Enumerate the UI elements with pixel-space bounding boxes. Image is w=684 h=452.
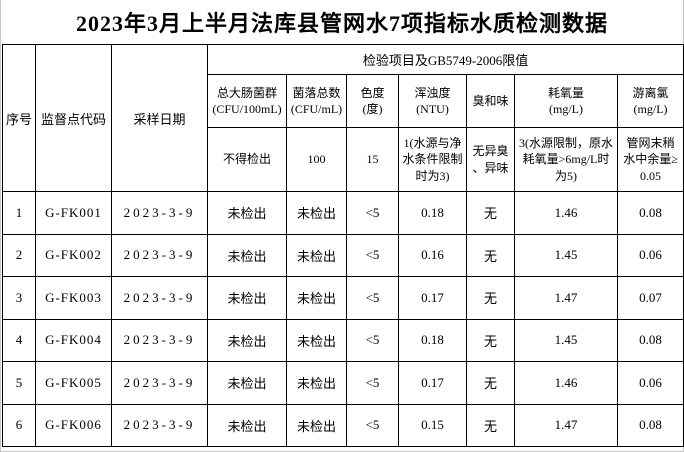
table-cell: 5 <box>2 361 36 405</box>
table-cell: 未检出 <box>207 191 287 235</box>
limit-colony-count: 100 <box>286 127 347 192</box>
table-cell: 2023-3-9 <box>111 361 208 405</box>
table-cell: 0.18 <box>398 318 467 362</box>
header-row-limits: 不得检出 100 15 1(水源与净水条件限制时为3) 无异臭、异味 3(水源限… <box>3 127 684 192</box>
limit-turbidity: 1(水源与净水条件限制时为3) <box>398 127 467 192</box>
table-cell: 0.08 <box>616 318 684 362</box>
table-cell: 0.15 <box>398 403 467 447</box>
table-cell: 未检出 <box>207 403 287 447</box>
col-header-total-coliform: 总大肠菌群 (CFU/100mL) <box>207 74 287 128</box>
table-cell: 未检出 <box>286 318 347 362</box>
table-cell: <5 <box>346 233 399 277</box>
table-cell: 无 <box>466 361 515 405</box>
table-cell: 无 <box>466 318 515 362</box>
table-cell: 无 <box>466 233 515 277</box>
col-header-turbidity: 浑浊度 (NTU) <box>398 74 467 128</box>
table-cell: 3 <box>2 276 36 320</box>
table-row: 2 G-FK002 2023-3-9 未检出 未检出 <5 0.16 无 1.45 0.06 <box>2 233 684 277</box>
table-cell: <5 <box>346 191 399 235</box>
table-cell: 0.08 <box>616 191 684 235</box>
table-cell: 2023-3-9 <box>111 191 208 235</box>
table-cell: 未检出 <box>286 361 347 405</box>
table-cell: <5 <box>346 276 399 320</box>
col-header-site: 监督点代码 <box>35 44 112 192</box>
table-row: 4 G-FK004 2023-3-9 未检出 未检出 <5 0.18 无 1.45 0.08 <box>2 318 684 362</box>
table-cell: 无 <box>466 403 515 447</box>
table-cell: 2023-3-9 <box>111 403 208 447</box>
table-cell: 1.46 <box>514 191 618 235</box>
table-cell: 1 <box>2 191 36 235</box>
table-cell: G-FK005 <box>35 361 112 405</box>
table-cell: 0.08 <box>616 403 684 447</box>
col-header-oxygen-consumed: 耗氧量 (mg/L) <box>514 74 618 128</box>
table-cell: 0.17 <box>398 361 467 405</box>
table-cell: <5 <box>346 403 399 447</box>
table-cell: 未检出 <box>207 276 287 320</box>
group-header-test-items: 检验项目及GB5749-2006限值 <box>206 44 684 75</box>
limit-odor-taste: 无异臭、异味 <box>466 127 515 192</box>
table-cell: G-FK004 <box>35 318 112 362</box>
table-cell: 无 <box>466 276 515 320</box>
table-row: 3 G-FK003 2023-3-9 未检出 未检出 <5 0.17 无 1.47 0.07 <box>2 276 684 320</box>
table-cell: 0.06 <box>616 233 684 277</box>
table-cell: <5 <box>346 361 399 405</box>
table-cell: 4 <box>2 318 36 362</box>
col-header-colony-count: 菌落总数 (CFU/mL) <box>286 74 347 128</box>
table-cell: 0.06 <box>616 361 684 405</box>
col-header-odor-taste: 臭和味 <box>466 74 515 128</box>
limit-chroma: 15 <box>346 127 399 192</box>
table-cell: 0.07 <box>616 276 684 320</box>
table-cell: 未检出 <box>207 361 287 405</box>
header-row-names: 总大肠菌群 (CFU/100mL) 菌落总数 (CFU/mL) 色度 (度) 浑… <box>3 74 684 128</box>
table-row: 1 G-FK001 2023-3-9 未检出 未检出 <5 0.18 无 1.46 0.08 <box>2 191 684 235</box>
table-cell: G-FK003 <box>35 276 112 320</box>
water-quality-table: 序号 监督点代码 采样日期 检验项目及GB5749-2006限值 总大肠菌群 (… <box>2 44 684 447</box>
table-cell: 无 <box>466 191 515 235</box>
table-cell: 6 <box>2 403 36 447</box>
table-cell: G-FK006 <box>35 403 112 447</box>
table-cell: 2023-3-9 <box>111 276 208 320</box>
table-cell: 未检出 <box>286 403 347 447</box>
table-row: 5 G-FK005 2023-3-9 未检出 未检出 <5 0.17 无 1.46 0.06 <box>2 361 684 405</box>
page-title: 2023年3月上半月法库县管网水7项指标水质检测数据 <box>75 11 608 36</box>
table-body: 1 G-FK001 2023-3-9 未检出 未检出 <5 0.18 无 1.46 0.08 2 G-… <box>2 191 684 447</box>
table-cell: 未检出 <box>286 233 347 277</box>
col-header-date: 采样日期 <box>111 44 208 192</box>
table-cell: 0.17 <box>398 276 467 320</box>
table-cell: 1.46 <box>514 361 618 405</box>
table-cell: 未检出 <box>286 276 347 320</box>
table-cell: 1.45 <box>514 233 618 277</box>
table-cell: 1.45 <box>514 318 618 362</box>
table-cell: 1.47 <box>514 276 618 320</box>
col-header-seq: 序号 <box>2 44 36 192</box>
table-cell: 0.16 <box>398 233 467 277</box>
col-header-free-chlorine: 游离氯 (mg/L) <box>616 74 684 128</box>
limit-total-coliform: 不得检出 <box>207 127 287 192</box>
header-row-group: 序号 监督点代码 采样日期 检验项目及GB5749-2006限值 <box>2 44 684 192</box>
table-cell: 1.47 <box>514 403 618 447</box>
col-header-chroma: 色度 (度) <box>346 74 399 128</box>
table-cell: G-FK001 <box>35 191 112 235</box>
table-cell: 2 <box>2 233 36 277</box>
table-cell: G-FK002 <box>35 233 112 277</box>
table-row: 6 G-FK006 2023-3-9 未检出 未检出 <5 0.15 无 1.47 0.08 <box>2 403 684 447</box>
limit-oxygen-consumed: 3(水源限制，原水耗氧量>6mg/L时为5) <box>514 127 618 192</box>
table-cell: 未检出 <box>286 191 347 235</box>
limit-free-chlorine: 管网末稍水中余量≥0.05 <box>616 127 684 192</box>
table-cell: 2023-3-9 <box>111 233 208 277</box>
table-cell: 2023-3-9 <box>111 318 208 362</box>
table-cell: 未检出 <box>207 318 287 362</box>
table-cell: 0.18 <box>398 191 467 235</box>
table-cell: 未检出 <box>207 233 287 277</box>
table-cell: <5 <box>346 318 399 362</box>
